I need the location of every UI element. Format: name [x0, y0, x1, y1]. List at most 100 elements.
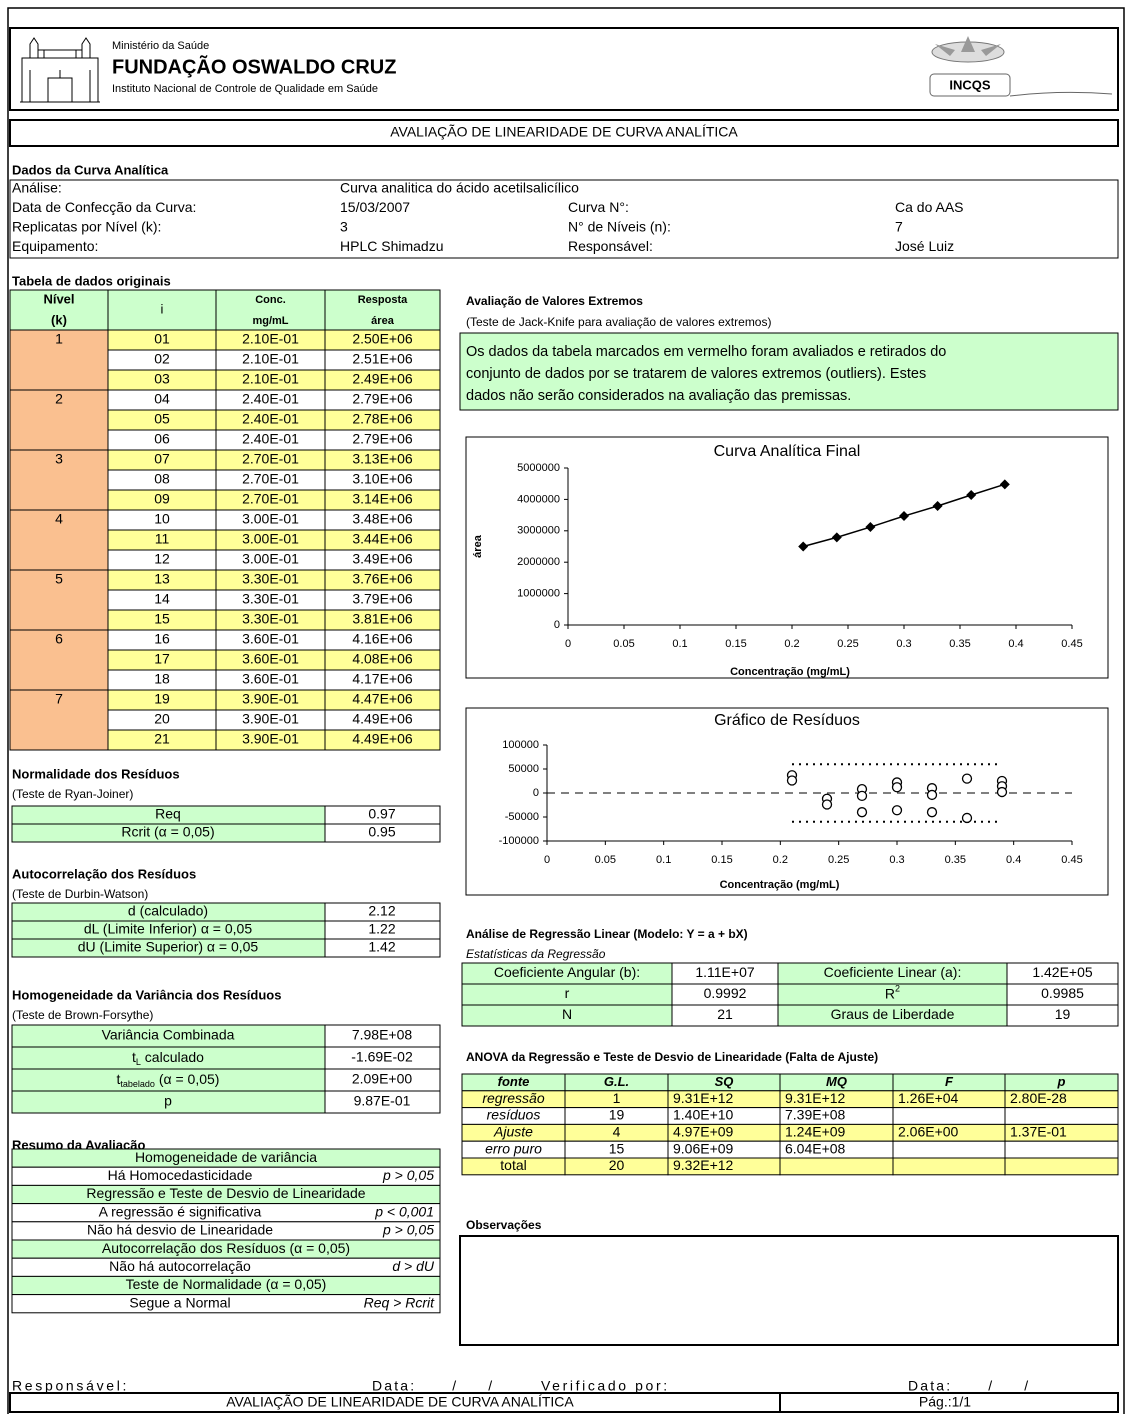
label: R2 — [885, 984, 900, 1001]
chart-frame — [465, 436, 1109, 679]
level-cell — [9, 629, 109, 691]
label-part: (α = 0,05) — [155, 1071, 220, 1087]
x-tick-label: 0.45 — [1061, 854, 1082, 866]
value-text: 7.98E+08 — [352, 1027, 413, 1043]
anova-text: 9.32E+12 — [673, 1157, 734, 1173]
regression-cell — [1006, 1004, 1119, 1027]
data-text: 3.44E+06 — [352, 531, 413, 547]
text: Req — [155, 806, 181, 822]
y-tick-label: 3000000 — [517, 525, 560, 537]
x-axis-label: Concentração (mg/mL) — [720, 879, 840, 891]
footer-page: Pág.:1/1 — [919, 1394, 971, 1410]
data-text: 3.49E+06 — [352, 551, 413, 567]
note-box — [459, 332, 1119, 411]
data-text: 2.70E-01 — [242, 451, 299, 467]
data-point — [865, 522, 876, 533]
anova-cell — [1004, 1107, 1119, 1125]
section-heading: Análise de Regressão Linear (Modelo: Y =… — [466, 927, 748, 941]
info-text: José Luiz — [895, 238, 954, 254]
text: 0.9992 — [704, 985, 747, 1001]
page-title: AVALIAÇÃO DE LINEARIDADE DE CURVA ANALÍT… — [390, 124, 738, 140]
data-text: 3.30E-01 — [242, 571, 299, 587]
data-text: 3.10E+06 — [352, 471, 413, 487]
data-point — [891, 805, 903, 816]
data-text: 2.51E+06 — [352, 351, 413, 367]
x-tick-label: 0.4 — [1008, 638, 1023, 650]
note-line: Os dados da tabela marcados em vermelho … — [466, 344, 946, 360]
text: Coeficiente Linear (a): — [824, 964, 962, 980]
level-cell — [9, 329, 109, 391]
column-header: Nível — [43, 291, 74, 306]
summary-header: Homogeneidade de variância — [135, 1149, 317, 1165]
section-subheading: Estatísticas da Regressão — [466, 947, 606, 961]
anova-text: 2.06E+00 — [898, 1124, 959, 1140]
level-label: 1 — [55, 331, 63, 347]
x-tick-label: 0.05 — [595, 854, 616, 866]
info-text: N° de Níveis (n): — [568, 219, 671, 235]
data-point — [932, 500, 943, 511]
data-text: 18 — [154, 671, 170, 687]
data-text: 2.40E-01 — [242, 391, 299, 407]
text: Graus de Liberdade — [831, 1006, 955, 1022]
info-text: Data de Confecção da Curva: — [12, 199, 196, 215]
summary-cell — [11, 1294, 441, 1314]
value-text: 0.97 — [368, 806, 395, 822]
footer-title: AVALIAÇÃO DE LINEARIDADE DE CURVA ANALÍT… — [226, 1394, 574, 1410]
data-text: 3.00E-01 — [242, 511, 299, 527]
value-cell — [324, 823, 441, 843]
data-text: 3.13E+06 — [352, 451, 413, 467]
value-text: 2.09E+00 — [352, 1071, 413, 1087]
level-label: 7 — [55, 691, 63, 707]
data-text: 16 — [154, 631, 170, 647]
summary-value: p > 0,05 — [382, 1222, 434, 1238]
level-cell — [9, 569, 109, 631]
data-point — [926, 789, 938, 801]
data-text: 3.60E-01 — [242, 651, 299, 667]
chart-title: Gráfico de Resíduos — [714, 712, 860, 729]
x-tick-label: 0.45 — [1061, 638, 1082, 650]
level-label: 3 — [55, 451, 63, 467]
info-text: 15/03/2007 — [340, 199, 410, 215]
header-cell — [107, 289, 217, 331]
section-heading: ANOVA da Regressão e Teste de Desvio de … — [466, 1050, 878, 1064]
data-text: 3.60E-01 — [242, 631, 299, 647]
text: dL (Limite Inferior) α = 0,05 — [84, 921, 252, 937]
data-text: 08 — [154, 471, 170, 487]
x-tick-label: 0.05 — [613, 638, 634, 650]
data-text: 4.17E+06 — [352, 671, 413, 687]
text: Variância Combinada — [102, 1027, 235, 1043]
data-text: 17 — [154, 651, 170, 667]
data-text: 3.30E-01 — [242, 591, 299, 607]
anova-text: 9.31E+12 — [785, 1090, 846, 1106]
column-header: Resposta — [358, 294, 408, 306]
y-tick-label: -50000 — [505, 811, 539, 823]
section-heading: Autocorrelação dos Resíduos — [12, 866, 196, 881]
anova-header: p — [1057, 1074, 1066, 1089]
text: Rcrit (α = 0,05) — [121, 824, 214, 840]
summary-header: Regressão e Teste de Desvio de Linearida… — [86, 1185, 365, 1201]
anova-cell — [892, 1140, 1006, 1159]
data-text: 05 — [154, 411, 170, 427]
level-label: 5 — [55, 571, 63, 587]
summary-value: p < 0,001 — [374, 1203, 434, 1219]
anova-text: 9.06E+09 — [673, 1140, 734, 1156]
header-box — [9, 27, 1119, 111]
value-text: -1.69E-02 — [351, 1049, 413, 1065]
data-text: 02 — [154, 351, 170, 367]
data-text: 4.47E+06 — [352, 691, 413, 707]
anova-cell — [779, 1157, 894, 1176]
anova-text: 1.24E+09 — [785, 1124, 846, 1140]
info-text: Responsável: — [568, 238, 653, 254]
label-part: calculado — [141, 1049, 204, 1065]
value-text: 2.12 — [368, 903, 395, 919]
data-point — [798, 541, 809, 552]
level-cell — [9, 389, 109, 451]
data-text: 3.90E-01 — [242, 691, 299, 707]
institute: Instituto Nacional de Controle de Qualid… — [112, 83, 378, 95]
section-subheading: (Teste de Jack-Knife para avaliação de v… — [466, 315, 771, 329]
x-tick-label: 0.25 — [828, 854, 849, 866]
anova-text: regressão — [482, 1090, 544, 1106]
x-tick-label: 0.1 — [656, 854, 671, 866]
anova-text: 19 — [609, 1107, 625, 1123]
